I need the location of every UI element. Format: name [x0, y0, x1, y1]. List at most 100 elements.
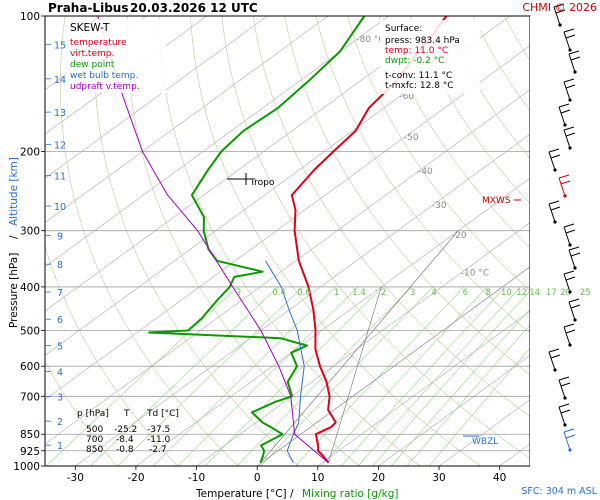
isotherm — [256, 266, 530, 466]
wind-barb-dot — [573, 318, 577, 322]
wind-barb — [553, 3, 566, 27]
dry-adiabat — [409, 16, 530, 205]
wind-barb-flag — [548, 348, 560, 353]
wind-barb-flag — [560, 409, 571, 414]
wind-barb-staff — [548, 203, 556, 223]
wind-barb-dot — [553, 168, 557, 172]
mixing-ratio-label: 14 — [529, 288, 540, 298]
series-line-0 — [290, 16, 448, 464]
altitude-tick-label: 6 — [57, 315, 63, 326]
pressure-tick-label: 100 — [20, 11, 40, 23]
dry-adiabat — [378, 16, 530, 249]
mixing-ratio-label: 8 — [486, 288, 491, 298]
pressure-tick-label: 850 — [20, 429, 40, 441]
pressure-tick-label: 700 — [20, 391, 40, 403]
y-axis-title-pressure: Pressure [hPa] — [8, 253, 20, 328]
wind-barb-flag — [565, 434, 576, 439]
isotherm — [317, 310, 530, 466]
wind-barb-flag — [565, 132, 576, 137]
wind-barb-flag — [550, 206, 561, 211]
wind-barb-dot — [568, 343, 572, 347]
pressure-tick-label: 925 — [20, 446, 40, 458]
temperature-tick-label: -30 — [67, 472, 84, 484]
mixing-ratio-label: 6 — [463, 288, 468, 298]
dry-adiabat — [347, 16, 530, 292]
wind-barb-flag — [565, 34, 576, 39]
wind-barb-dot — [563, 396, 567, 400]
surface-info-background — [380, 20, 480, 94]
wbzl-label: WBZL — [472, 437, 498, 447]
wind-barb — [558, 174, 571, 198]
wind-barb — [568, 298, 581, 322]
wind-barb-flag — [558, 403, 570, 408]
wind-barb — [558, 376, 571, 400]
isotherm — [196, 222, 530, 466]
wind-barb-staff — [558, 406, 566, 426]
altitude-tick-label: 1 — [57, 441, 63, 452]
wind-barb-dot — [563, 123, 567, 127]
table-row-500-td: -37.5 — [147, 425, 170, 435]
table-row-700-t: -8.4 — [116, 435, 134, 445]
isotherm — [45, 16, 450, 312]
mixing-ratio-label: 2 — [236, 288, 241, 298]
wind-barb-flag — [548, 148, 560, 153]
wind-barb-staff — [563, 31, 571, 51]
mixing-ratio-line — [153, 286, 336, 466]
wind-barb-flag — [550, 154, 561, 159]
wind-barb-dot — [553, 368, 557, 372]
parcel-reference-line — [328, 286, 382, 463]
mxws-label: MXWS — [482, 196, 511, 206]
temperature-tick-label: -20 — [127, 472, 144, 484]
wind-barb-dot — [568, 290, 572, 294]
table-header-p: p [hPa] — [77, 409, 109, 419]
mixing-ratio-label: 17 — [546, 288, 557, 298]
surface-temp: temp: 11.0 °C — [385, 46, 448, 56]
table-header-td: Td [°C] — [146, 409, 179, 419]
wind-barb-flag — [568, 50, 580, 55]
wind-barb-dot — [573, 266, 577, 270]
wind-barb — [563, 223, 576, 247]
x-axis-title-mixing-ratio: Mixing ratio [g/kg] — [302, 488, 398, 500]
wind-barb-dot — [568, 243, 572, 247]
temperature-tick-label: 0 — [254, 472, 261, 484]
wind-barb-staff — [563, 81, 571, 101]
wind-barb-staff — [568, 249, 576, 269]
pressure-tick-label: 500 — [20, 326, 40, 338]
table-row-700-p: 700 — [86, 435, 103, 445]
isotherm — [45, 89, 530, 445]
wind-barb — [563, 28, 576, 52]
wind-barb-dot — [573, 70, 577, 74]
x-axis-title-separator: / — [290, 488, 294, 500]
lcl-reference-line — [260, 230, 459, 463]
altitude-tick-label: 10 — [54, 202, 66, 213]
mixing-ratio-label: 25 — [580, 288, 591, 298]
wind-barb-dot — [553, 220, 557, 224]
mixing-ratio-line — [372, 290, 530, 466]
wind-barb-flag — [548, 200, 560, 205]
wind-barb-flag — [553, 3, 565, 8]
wind-barb — [548, 148, 561, 172]
wind-barb-staff — [563, 273, 571, 293]
wind-barb-flag — [558, 174, 570, 179]
altitude-tick-label: 14 — [54, 75, 66, 86]
temperature-tick-label: 10 — [311, 472, 324, 484]
surface-title: Surface: — [385, 24, 422, 34]
sounding-datetime: 20.03.2026 12 UTC — [130, 1, 258, 15]
wind-barb-flag — [568, 246, 580, 251]
legend-item-temperature: temperature — [70, 38, 127, 48]
wind-barb-flag — [560, 180, 571, 185]
wind-barb-staff — [558, 106, 566, 126]
series-line-1 — [148, 16, 366, 464]
temperature-tick-label: -10 — [188, 472, 205, 484]
isotherm-label: -40 — [418, 167, 433, 177]
pressure-tick-label: 300 — [20, 226, 40, 238]
altitude-tick-label: 12 — [54, 140, 66, 151]
wind-barb-staff — [548, 151, 556, 171]
temperature-tick-label: 30 — [432, 472, 445, 484]
mixing-ratio-label: 0.6 — [297, 288, 311, 298]
wind-barb-flag — [560, 382, 571, 387]
wind-barb-staff — [563, 129, 571, 149]
table-row-700-td: -11.0 — [147, 435, 171, 445]
wind-barb-flag — [558, 376, 570, 381]
isotherm-label: -50 — [404, 133, 419, 143]
